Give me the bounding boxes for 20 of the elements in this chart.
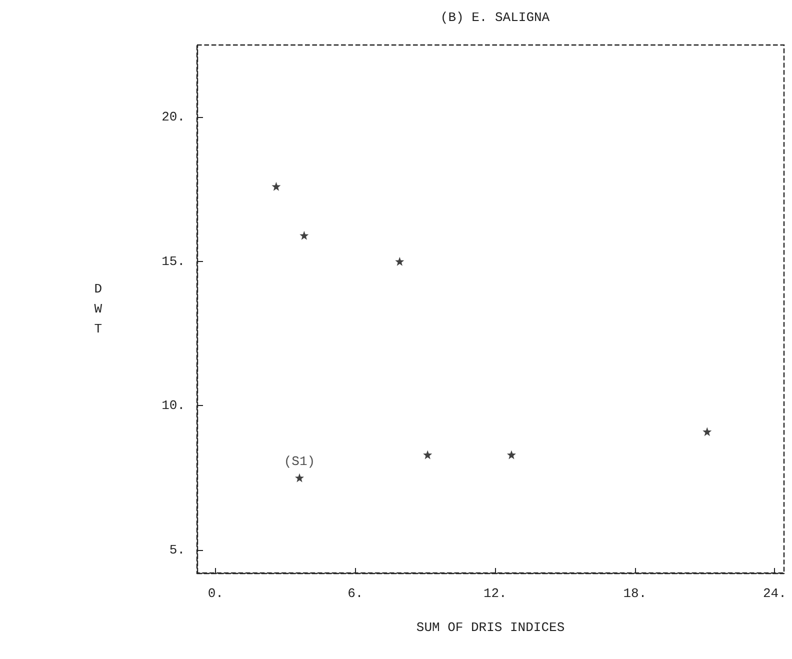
point [395, 256, 404, 266]
x-tick-label: 24. [762, 586, 786, 601]
point [294, 473, 304, 482]
annotation: (S1) [284, 454, 316, 469]
y-tick-label: 5. [169, 542, 185, 558]
x-tick-label: 6. [348, 586, 364, 601]
x-tick-label: 12. [483, 586, 507, 601]
x-tick-label: 0. [208, 586, 224, 601]
y-tick-label: 10. [162, 398, 185, 414]
y-axis-title: DWT [94, 282, 102, 336]
chart-title: (B) E. SALIGNA [440, 10, 550, 25]
x-axis-title: SUM OF DRIS INDICES [416, 620, 565, 635]
point [272, 182, 281, 191]
point [702, 427, 712, 436]
y-tick-label: 20. [162, 110, 185, 125]
x-tick-label: 18. [623, 586, 647, 601]
point [300, 230, 309, 240]
point [423, 450, 432, 460]
y-tick-label: 15. [162, 254, 185, 269]
point [506, 450, 516, 460]
